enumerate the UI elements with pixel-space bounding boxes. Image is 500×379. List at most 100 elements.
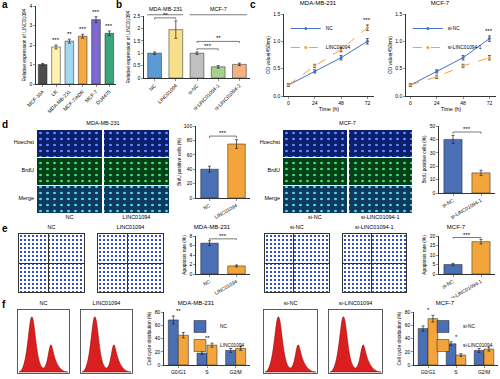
svg-text:20: 20 xyxy=(430,233,436,239)
svg-text:DU4475: DU4475 xyxy=(95,88,112,105)
svg-text:2: 2 xyxy=(137,25,140,31)
svg-text:***: *** xyxy=(485,28,493,34)
svg-text:LINC01094: LINC01094 xyxy=(220,343,245,348)
svg-text:1: 1 xyxy=(137,50,140,56)
svg-text:**: ** xyxy=(163,12,168,18)
svg-text:MCF-7: MCF-7 xyxy=(431,0,450,6)
svg-text:MCF-7/ADR: MCF-7/ADR xyxy=(62,88,86,112)
svg-text:si-LINC01094-1: si-LINC01094-1 xyxy=(448,45,482,50)
svg-text:1.0: 1.0 xyxy=(273,38,280,44)
svg-text:G0/G1: G0/G1 xyxy=(421,369,436,375)
svg-text:80: 80 xyxy=(155,309,161,315)
svg-text:0.5: 0.5 xyxy=(395,65,402,71)
svg-text:si-NC: si-NC xyxy=(441,278,455,290)
svg-text:**: ** xyxy=(205,335,210,341)
svg-text:72: 72 xyxy=(365,100,371,106)
svg-text:S: S xyxy=(205,369,209,375)
svg-text:4: 4 xyxy=(189,252,192,258)
svg-text:MCF-10A: MCF-10A xyxy=(26,88,46,108)
svg-text:20: 20 xyxy=(405,349,411,355)
svg-text:0: 0 xyxy=(157,362,160,368)
svg-text:80: 80 xyxy=(187,137,193,143)
svg-text:**: ** xyxy=(216,35,221,41)
svg-text:0: 0 xyxy=(407,362,410,368)
svg-text:LINC01094: LINC01094 xyxy=(213,278,238,296)
svg-text:***: *** xyxy=(92,9,100,15)
svg-text:0: 0 xyxy=(287,100,290,106)
svg-text:0.5: 0.5 xyxy=(133,62,140,68)
svg-text:S: S xyxy=(454,369,458,375)
svg-text:0: 0 xyxy=(432,271,435,277)
svg-text:0.0: 0.0 xyxy=(395,93,402,99)
svg-text:NC: NC xyxy=(220,324,227,329)
svg-text:40: 40 xyxy=(187,166,193,172)
svg-text:BrdU positive cells (%): BrdU positive cells (%) xyxy=(177,137,182,186)
svg-text:NC: NC xyxy=(326,26,333,31)
svg-text:si-LINC01094-1: si-LINC01094-1 xyxy=(449,278,483,298)
svg-text:10: 10 xyxy=(430,252,436,258)
svg-text:6: 6 xyxy=(189,242,192,248)
svg-text:NC: NC xyxy=(148,82,158,92)
svg-text:60: 60 xyxy=(405,322,411,328)
svg-text:15: 15 xyxy=(430,242,436,248)
svg-text:2: 2 xyxy=(29,42,32,48)
svg-text:40: 40 xyxy=(405,335,411,341)
svg-text:BrdU positive cells (%): BrdU positive cells (%) xyxy=(422,135,427,184)
svg-text:LR: LR xyxy=(50,88,59,97)
svg-text:**: ** xyxy=(176,308,181,314)
svg-text:Cell cycle distribution (%): Cell cycle distribution (%) xyxy=(397,311,402,365)
svg-text:***: *** xyxy=(52,37,60,43)
svg-text:si-LINC01094-1: si-LINC01094-1 xyxy=(192,82,221,111)
svg-text:100: 100 xyxy=(184,123,193,129)
svg-text:Time (h): Time (h) xyxy=(441,106,461,112)
svg-text:80: 80 xyxy=(405,309,411,315)
svg-text:si-LINC01094-1: si-LINC01094-1 xyxy=(449,197,483,220)
svg-text:MDA-MB-231: MDA-MB-231 xyxy=(300,0,337,6)
svg-text:2.5: 2.5 xyxy=(133,13,140,19)
svg-text:Cell cycle distribution (%): Cell cycle distribution (%) xyxy=(147,311,152,365)
svg-text:0: 0 xyxy=(189,271,192,277)
svg-text:Apoptosis rate (%): Apoptosis rate (%) xyxy=(422,235,427,275)
svg-text:***: *** xyxy=(219,233,227,239)
svg-text:0: 0 xyxy=(189,195,192,201)
svg-text:40: 40 xyxy=(430,136,436,142)
svg-text:48: 48 xyxy=(460,100,466,106)
svg-text:4: 4 xyxy=(29,3,32,9)
svg-text:si-NC: si-NC xyxy=(463,324,476,329)
svg-text:1.5: 1.5 xyxy=(273,11,280,17)
svg-text:MDA-MB-231: MDA-MB-231 xyxy=(46,88,72,114)
svg-text:LINC01094: LINC01094 xyxy=(213,202,238,220)
svg-text:***: *** xyxy=(219,130,227,136)
svg-text:0: 0 xyxy=(409,100,412,106)
svg-text:0.0: 0.0 xyxy=(273,93,280,99)
svg-text:24: 24 xyxy=(434,100,440,106)
svg-text:MCF-7: MCF-7 xyxy=(210,6,227,12)
svg-text:***: *** xyxy=(204,43,212,49)
svg-text:G0/G1: G0/G1 xyxy=(171,369,186,375)
svg-text:LINC01094: LINC01094 xyxy=(156,82,178,104)
svg-text:MCF-7: MCF-7 xyxy=(436,300,455,306)
svg-text:60: 60 xyxy=(155,322,161,328)
svg-text:OD value(450nm): OD value(450nm) xyxy=(266,36,271,74)
svg-text:LINC01094: LINC01094 xyxy=(326,45,351,50)
svg-text:40: 40 xyxy=(155,335,161,341)
svg-text:MDA-MB-231: MDA-MB-231 xyxy=(178,300,215,306)
svg-text:0: 0 xyxy=(29,81,32,87)
svg-text:0: 0 xyxy=(432,190,435,196)
svg-text:si-LINC01094-2: si-LINC01094-2 xyxy=(213,82,242,111)
svg-text:3: 3 xyxy=(29,22,32,28)
svg-text:1.5: 1.5 xyxy=(133,38,140,44)
svg-text:***: *** xyxy=(105,23,113,29)
svg-text:si-LINC01094: si-LINC01094 xyxy=(463,343,493,348)
svg-text:5: 5 xyxy=(432,261,435,267)
svg-text:0.5: 0.5 xyxy=(273,65,280,71)
svg-text:MCF-7: MCF-7 xyxy=(447,224,466,230)
svg-text:si-NC: si-NC xyxy=(186,82,199,95)
svg-text:Relative expression of LINC010: Relative expression of LINC01094 xyxy=(22,8,27,81)
svg-text:10: 10 xyxy=(430,176,436,182)
svg-text:***: *** xyxy=(79,26,87,32)
svg-text:***: *** xyxy=(463,126,471,132)
svg-text:*: * xyxy=(427,307,430,313)
svg-text:60: 60 xyxy=(187,152,193,158)
svg-text:48: 48 xyxy=(338,100,344,106)
